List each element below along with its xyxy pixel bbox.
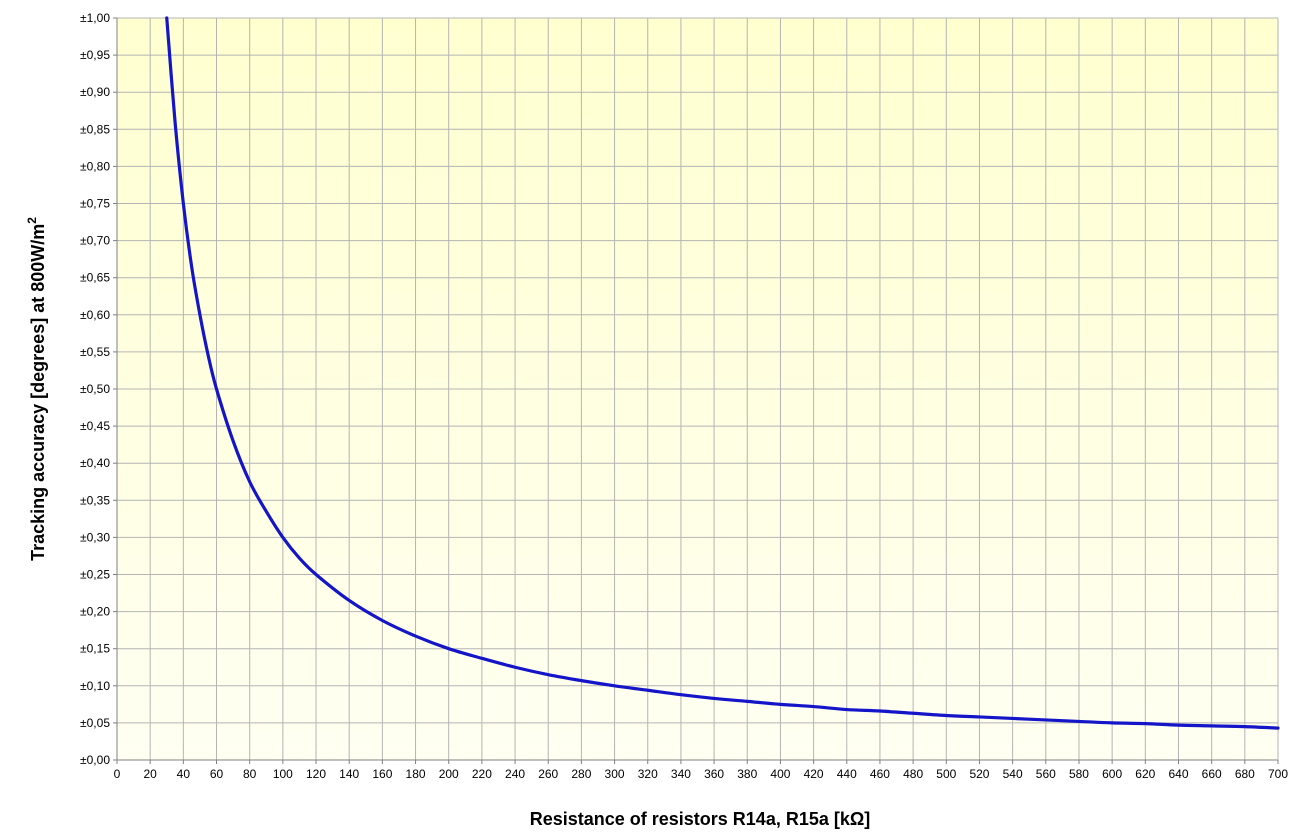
y-tick-label: ±0,85	[80, 122, 110, 136]
x-tick-label: 540	[1003, 767, 1023, 781]
x-tick-label: 640	[1168, 767, 1188, 781]
y-tick-label: ±0,55	[80, 345, 110, 359]
x-tick-label: 600	[1102, 767, 1122, 781]
x-tick-label: 460	[870, 767, 890, 781]
x-tick-label: 340	[671, 767, 691, 781]
y-tick-label: ±0,90	[80, 85, 110, 99]
x-tick-label: 380	[737, 767, 757, 781]
x-tick-label: 80	[243, 767, 257, 781]
x-tick-label: 180	[406, 767, 426, 781]
x-tick-label: 100	[273, 767, 293, 781]
y-axis-title: Tracking accuracy [degrees] at 800W/m2	[25, 217, 48, 561]
y-tick-label: ±0,15	[80, 642, 110, 656]
y-tick-label: ±0,60	[80, 308, 110, 322]
y-tick-label: ±0,95	[80, 48, 110, 62]
x-tick-label: 520	[969, 767, 989, 781]
x-tick-label: 40	[177, 767, 191, 781]
y-tick-label: ±0,25	[80, 568, 110, 582]
y-tick-label: ±0,65	[80, 271, 110, 285]
x-tick-label: 480	[903, 767, 923, 781]
y-tick-label: ±0,20	[80, 605, 110, 619]
y-tick-label: ±0,30	[80, 530, 110, 544]
y-tick-label: ±0,40	[80, 456, 110, 470]
x-tick-label: 300	[605, 767, 625, 781]
x-tick-label: 620	[1135, 767, 1155, 781]
x-tick-label: 660	[1202, 767, 1222, 781]
x-tick-label: 440	[837, 767, 857, 781]
series-group	[165, 16, 1280, 730]
y-tick-label: ±1,00	[80, 11, 110, 25]
y-axis-title-main: Tracking accuracy [degrees] at 800W/m	[28, 224, 48, 561]
y-tick-label: ±0,45	[80, 419, 110, 433]
y-axis-title-superscript: 2	[25, 217, 39, 224]
x-tick-label: 700	[1268, 767, 1288, 781]
x-tick-label: 0	[114, 767, 121, 781]
x-axis-title: Resistance of resistors R14a, R15a [kΩ]	[530, 809, 871, 829]
y-tick-label: ±0,00	[80, 753, 110, 767]
x-tick-label: 160	[372, 767, 392, 781]
x-tick-label: 680	[1235, 767, 1255, 781]
x-tick-label: 400	[770, 767, 790, 781]
x-tick-label: 20	[143, 767, 157, 781]
series-line-0	[165, 16, 1280, 730]
gridlines	[117, 17, 1279, 760]
x-tick-label: 60	[210, 767, 224, 781]
y-tick-label: ±0,50	[80, 382, 110, 396]
x-tick-label: 580	[1069, 767, 1089, 781]
x-tick-label: 280	[571, 767, 591, 781]
x-tick-label: 120	[306, 767, 326, 781]
x-tick-label: 560	[1036, 767, 1056, 781]
x-tick-label: 500	[936, 767, 956, 781]
axes	[113, 17, 1279, 764]
y-tick-label: ±0,80	[80, 159, 110, 173]
x-tick-label: 420	[804, 767, 824, 781]
x-tick-label: 240	[505, 767, 525, 781]
y-tick-label: ±0,10	[80, 679, 110, 693]
y-tick-label: ±0,35	[80, 493, 110, 507]
x-tick-label: 320	[638, 767, 658, 781]
x-tick-label: 200	[439, 767, 459, 781]
x-tick-label: 220	[472, 767, 492, 781]
x-tick-label: 140	[339, 767, 359, 781]
y-tick-labels: ±0,00 ±0,05 ±0,10 ±0,15 ±0,20 ±0,25 ±0,30 ±0,35…	[80, 11, 110, 767]
y-tick-label: ±0,05	[80, 716, 110, 730]
x-tick-label: 360	[704, 767, 724, 781]
y-tick-label: ±0,70	[80, 234, 110, 248]
y-tick-label: ±0,75	[80, 197, 110, 211]
x-tick-labels: 0 20 40 60 80 100 120 140 160 180 200 220 240 260 280 3…	[114, 767, 1289, 781]
x-tick-label: 260	[538, 767, 558, 781]
